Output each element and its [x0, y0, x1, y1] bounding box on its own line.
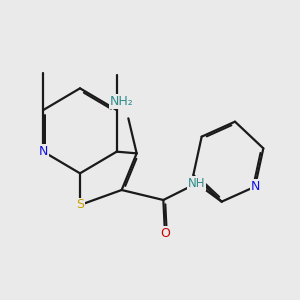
Text: O: O	[160, 227, 170, 240]
Text: S: S	[76, 199, 84, 212]
Text: N: N	[39, 145, 48, 158]
Text: NH: NH	[188, 177, 206, 190]
Text: NH₂: NH₂	[110, 95, 134, 108]
Text: N: N	[250, 180, 260, 193]
